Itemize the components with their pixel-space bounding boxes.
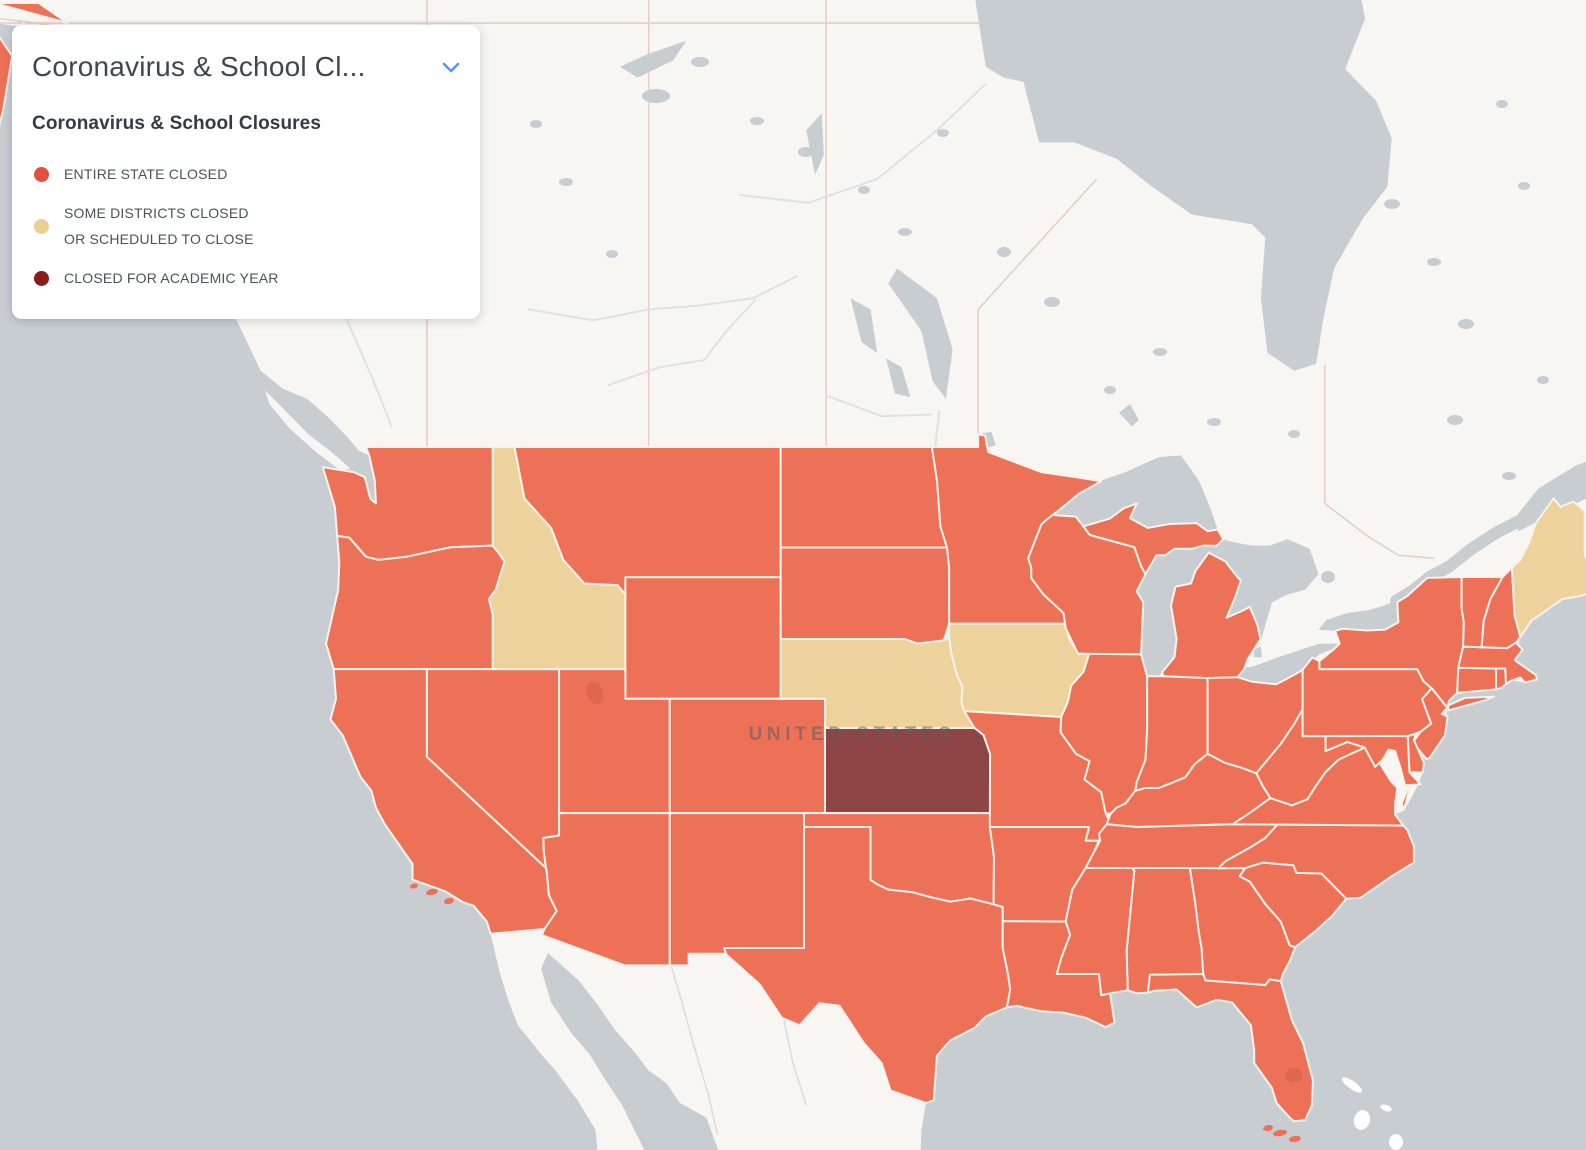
legend-item-some_districts_closed: SOME DISTRICTS CLOSED OR SCHEDULED TO CL… xyxy=(34,200,460,252)
legend-dot-some_districts_closed xyxy=(34,218,49,234)
lake-okeechobee xyxy=(1285,1068,1303,1082)
lake-superior xyxy=(1041,455,1218,532)
great-salt-lake xyxy=(586,681,604,705)
vancouver-island xyxy=(265,390,351,471)
country-label: UNITED STATES xyxy=(749,724,956,745)
small-lake xyxy=(1496,100,1508,108)
small-lake xyxy=(1537,376,1549,384)
reindeer-lake xyxy=(806,113,824,175)
river xyxy=(933,410,941,452)
state-TX[interactable] xyxy=(723,826,1012,1104)
rivers-layer xyxy=(346,83,987,1135)
small-lake xyxy=(798,147,814,157)
river xyxy=(825,394,933,418)
province-border xyxy=(1324,502,1434,560)
small-lake xyxy=(898,228,912,236)
legend-dot-entire_state_closed xyxy=(34,166,49,182)
lake-michigan xyxy=(1136,545,1217,681)
state-CT[interactable] xyxy=(1456,666,1497,694)
state-ND[interactable] xyxy=(779,446,948,549)
state-ME[interactable] xyxy=(1510,497,1586,638)
state-MI[interactable] xyxy=(1082,502,1262,680)
legend-dot-closed_academic_year xyxy=(34,270,49,286)
state-AZ[interactable] xyxy=(540,812,671,967)
lake-winnipegosis xyxy=(850,298,878,353)
small-lake xyxy=(1384,199,1400,209)
layer-selector[interactable]: Coronavirus & School Cl... xyxy=(32,51,460,83)
lake-ontario xyxy=(1318,600,1399,631)
small-lake xyxy=(1288,430,1300,438)
florida-keys xyxy=(1263,1124,1273,1132)
small-lake xyxy=(1104,386,1116,394)
florida-keys xyxy=(1289,1135,1301,1143)
state-SD[interactable] xyxy=(779,546,951,645)
state-NM[interactable] xyxy=(668,812,805,967)
lake-athabasca xyxy=(619,40,687,78)
small-lake xyxy=(750,117,764,125)
florida-keys xyxy=(1273,1129,1287,1137)
hudson-bay xyxy=(975,0,1392,371)
province-border xyxy=(977,178,1098,447)
small-lake xyxy=(1321,571,1335,583)
river xyxy=(607,299,757,386)
lake-manitoba xyxy=(886,358,911,398)
legend-panel: Coronavirus & School Cl... Coronavirus &… xyxy=(12,25,480,319)
bahamas-island xyxy=(1353,1110,1371,1130)
lake-huron xyxy=(1208,539,1319,641)
bahamas-island xyxy=(1389,1134,1403,1150)
legend-item-closed_academic_year: CLOSED FOR ACADEMIC YEAR xyxy=(34,265,460,291)
small-lake xyxy=(1207,418,1221,426)
channel-island xyxy=(410,883,418,889)
state-CO[interactable] xyxy=(668,697,826,815)
legend-items: ENTIRE STATE CLOSED SOME DISTRICTS CLOSED… xyxy=(34,161,460,291)
channel-island xyxy=(444,897,454,905)
legend-item-entire_state_closed: ENTIRE STATE CLOSED xyxy=(34,161,460,187)
st-lawrence-estuary xyxy=(1515,461,1586,532)
small-lake xyxy=(1447,415,1463,425)
legend-item-label: CLOSED FOR ACADEMIC YEAR xyxy=(64,270,279,286)
small-lake xyxy=(1153,348,1167,356)
small-lake xyxy=(559,178,573,186)
small-lake xyxy=(1518,182,1530,190)
legend-item-label: ENTIRE STATE CLOSED xyxy=(64,166,228,182)
small-lake xyxy=(937,129,949,137)
small-lake xyxy=(858,186,870,194)
small-lake xyxy=(1427,258,1441,266)
channel-island xyxy=(426,888,438,896)
river xyxy=(527,274,799,322)
river xyxy=(738,83,987,204)
small-lake xyxy=(642,89,670,103)
state-FL[interactable] xyxy=(1146,973,1314,1123)
bahamas-island xyxy=(1341,1077,1363,1093)
small-lake xyxy=(606,250,618,258)
lake-st-clair xyxy=(1253,646,1262,658)
small-lake xyxy=(997,247,1011,257)
state-WY[interactable] xyxy=(624,576,782,700)
lake-erie xyxy=(1237,643,1340,685)
legend-item-label: SOME DISTRICTS CLOSED OR SCHEDULED TO CL… xyxy=(64,205,254,247)
state-NJ[interactable] xyxy=(1411,687,1449,760)
water-bodies-layer xyxy=(530,0,1586,685)
small-lake xyxy=(691,57,709,67)
legend-title: Coronavirus & School Closures xyxy=(32,113,322,134)
small-lake xyxy=(1044,297,1060,307)
state-OR[interactable] xyxy=(325,535,506,671)
small-lake xyxy=(1330,137,1344,147)
map-details-layer xyxy=(410,681,1403,1150)
chevron-down-icon xyxy=(442,62,460,73)
mexico-state-border xyxy=(670,965,719,1135)
state-MD[interactable] xyxy=(1324,735,1422,787)
small-lake xyxy=(530,120,542,128)
lake-nipigon xyxy=(1118,404,1139,427)
small-lake xyxy=(1502,472,1516,480)
layer-selector-label: Coronavirus & School Cl... xyxy=(32,51,366,82)
lake-winnipeg xyxy=(888,268,953,399)
state-NC[interactable] xyxy=(1217,823,1415,900)
mexico-state-border xyxy=(783,1020,807,1106)
states-layer xyxy=(321,433,1586,1123)
small-lake xyxy=(1458,319,1474,329)
bahamas-island xyxy=(1380,1104,1392,1112)
